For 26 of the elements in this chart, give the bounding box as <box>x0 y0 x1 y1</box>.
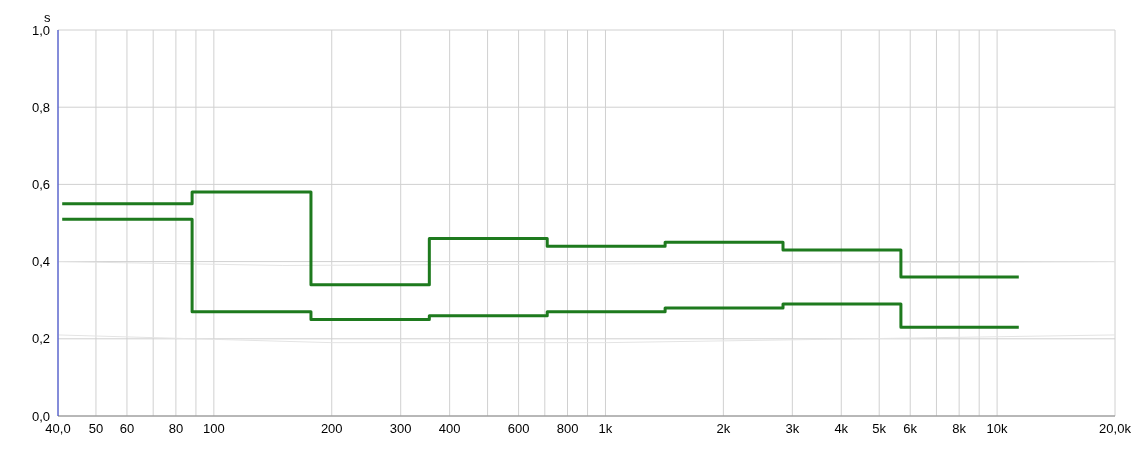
x-tick-label: 6k <box>903 421 918 437</box>
x-tick-label: 600 <box>507 421 530 437</box>
x-tick-label: 60 <box>119 421 135 437</box>
x-tick-label: 40,0 <box>45 421 71 437</box>
y-tick-label: 1,0 <box>31 22 50 38</box>
x-tick-label: 400 <box>438 421 461 437</box>
x-tick-label: 8k <box>952 421 967 437</box>
x-tick-label: 100 <box>202 421 225 437</box>
x-tick-label: 200 <box>320 421 343 437</box>
x-tick-label: 80 <box>168 421 184 437</box>
y-tick-label: 0,8 <box>31 99 50 115</box>
y-tick-label: 0,2 <box>31 331 50 347</box>
x-tick-label: 2k <box>716 421 731 437</box>
y-tick-label: 0,0 <box>31 408 50 424</box>
x-tick-label: 800 <box>556 421 579 437</box>
x-tick-label: 1k <box>598 421 613 437</box>
y-tick-label: 0,6 <box>31 177 50 193</box>
x-tick-label: 10k <box>986 421 1009 437</box>
x-tick-label: 20,0k <box>1099 421 1132 437</box>
y-axis-title: s <box>44 10 51 25</box>
x-tick-label: 300 <box>389 421 412 437</box>
x-tick-label: 3k <box>785 421 800 437</box>
x-tick-label: 50 <box>88 421 104 437</box>
y-tick-label: 0,4 <box>31 254 50 270</box>
x-tick-label: 4k <box>834 421 849 437</box>
x-tick-label: 5k <box>872 421 887 437</box>
